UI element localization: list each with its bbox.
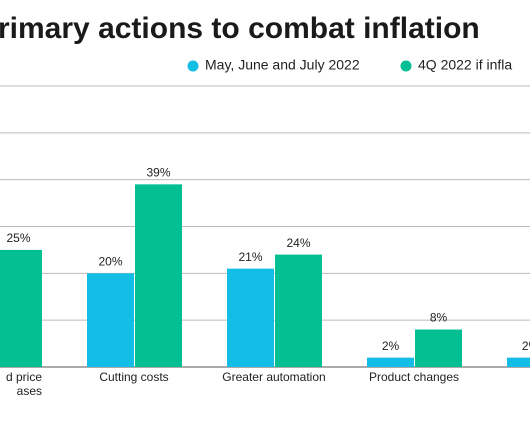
- data-label: 8%: [430, 311, 448, 325]
- chart-title: rimary actions to combat inflation: [0, 12, 480, 45]
- bar: [135, 184, 182, 367]
- bar: [275, 254, 322, 367]
- bar: [507, 357, 530, 367]
- bar: [87, 273, 134, 367]
- bar: [367, 357, 414, 367]
- data-label: 25%: [6, 231, 30, 245]
- x-tick-label: Product changes: [369, 370, 459, 384]
- legend-label: May, June and July 2022: [205, 57, 360, 73]
- data-label: 21%: [238, 250, 262, 264]
- x-tick-label: Cutting costs: [99, 370, 168, 384]
- legend-swatch: [400, 60, 412, 72]
- bar: [0, 249, 42, 367]
- legend-swatch: [187, 60, 199, 72]
- bar: [227, 268, 274, 367]
- legend-label: 4Q 2022 if infla: [418, 57, 512, 73]
- x-tick-label: ases: [17, 384, 42, 398]
- bar: [415, 329, 462, 367]
- data-label: 2%: [382, 339, 400, 353]
- data-label: 20%: [98, 255, 122, 269]
- data-label: 24%: [286, 236, 310, 250]
- data-label: 2%: [522, 339, 530, 353]
- x-tick-label: d price: [6, 370, 42, 384]
- x-tick-label: Greater automation: [222, 370, 325, 384]
- data-label: 39%: [146, 166, 170, 180]
